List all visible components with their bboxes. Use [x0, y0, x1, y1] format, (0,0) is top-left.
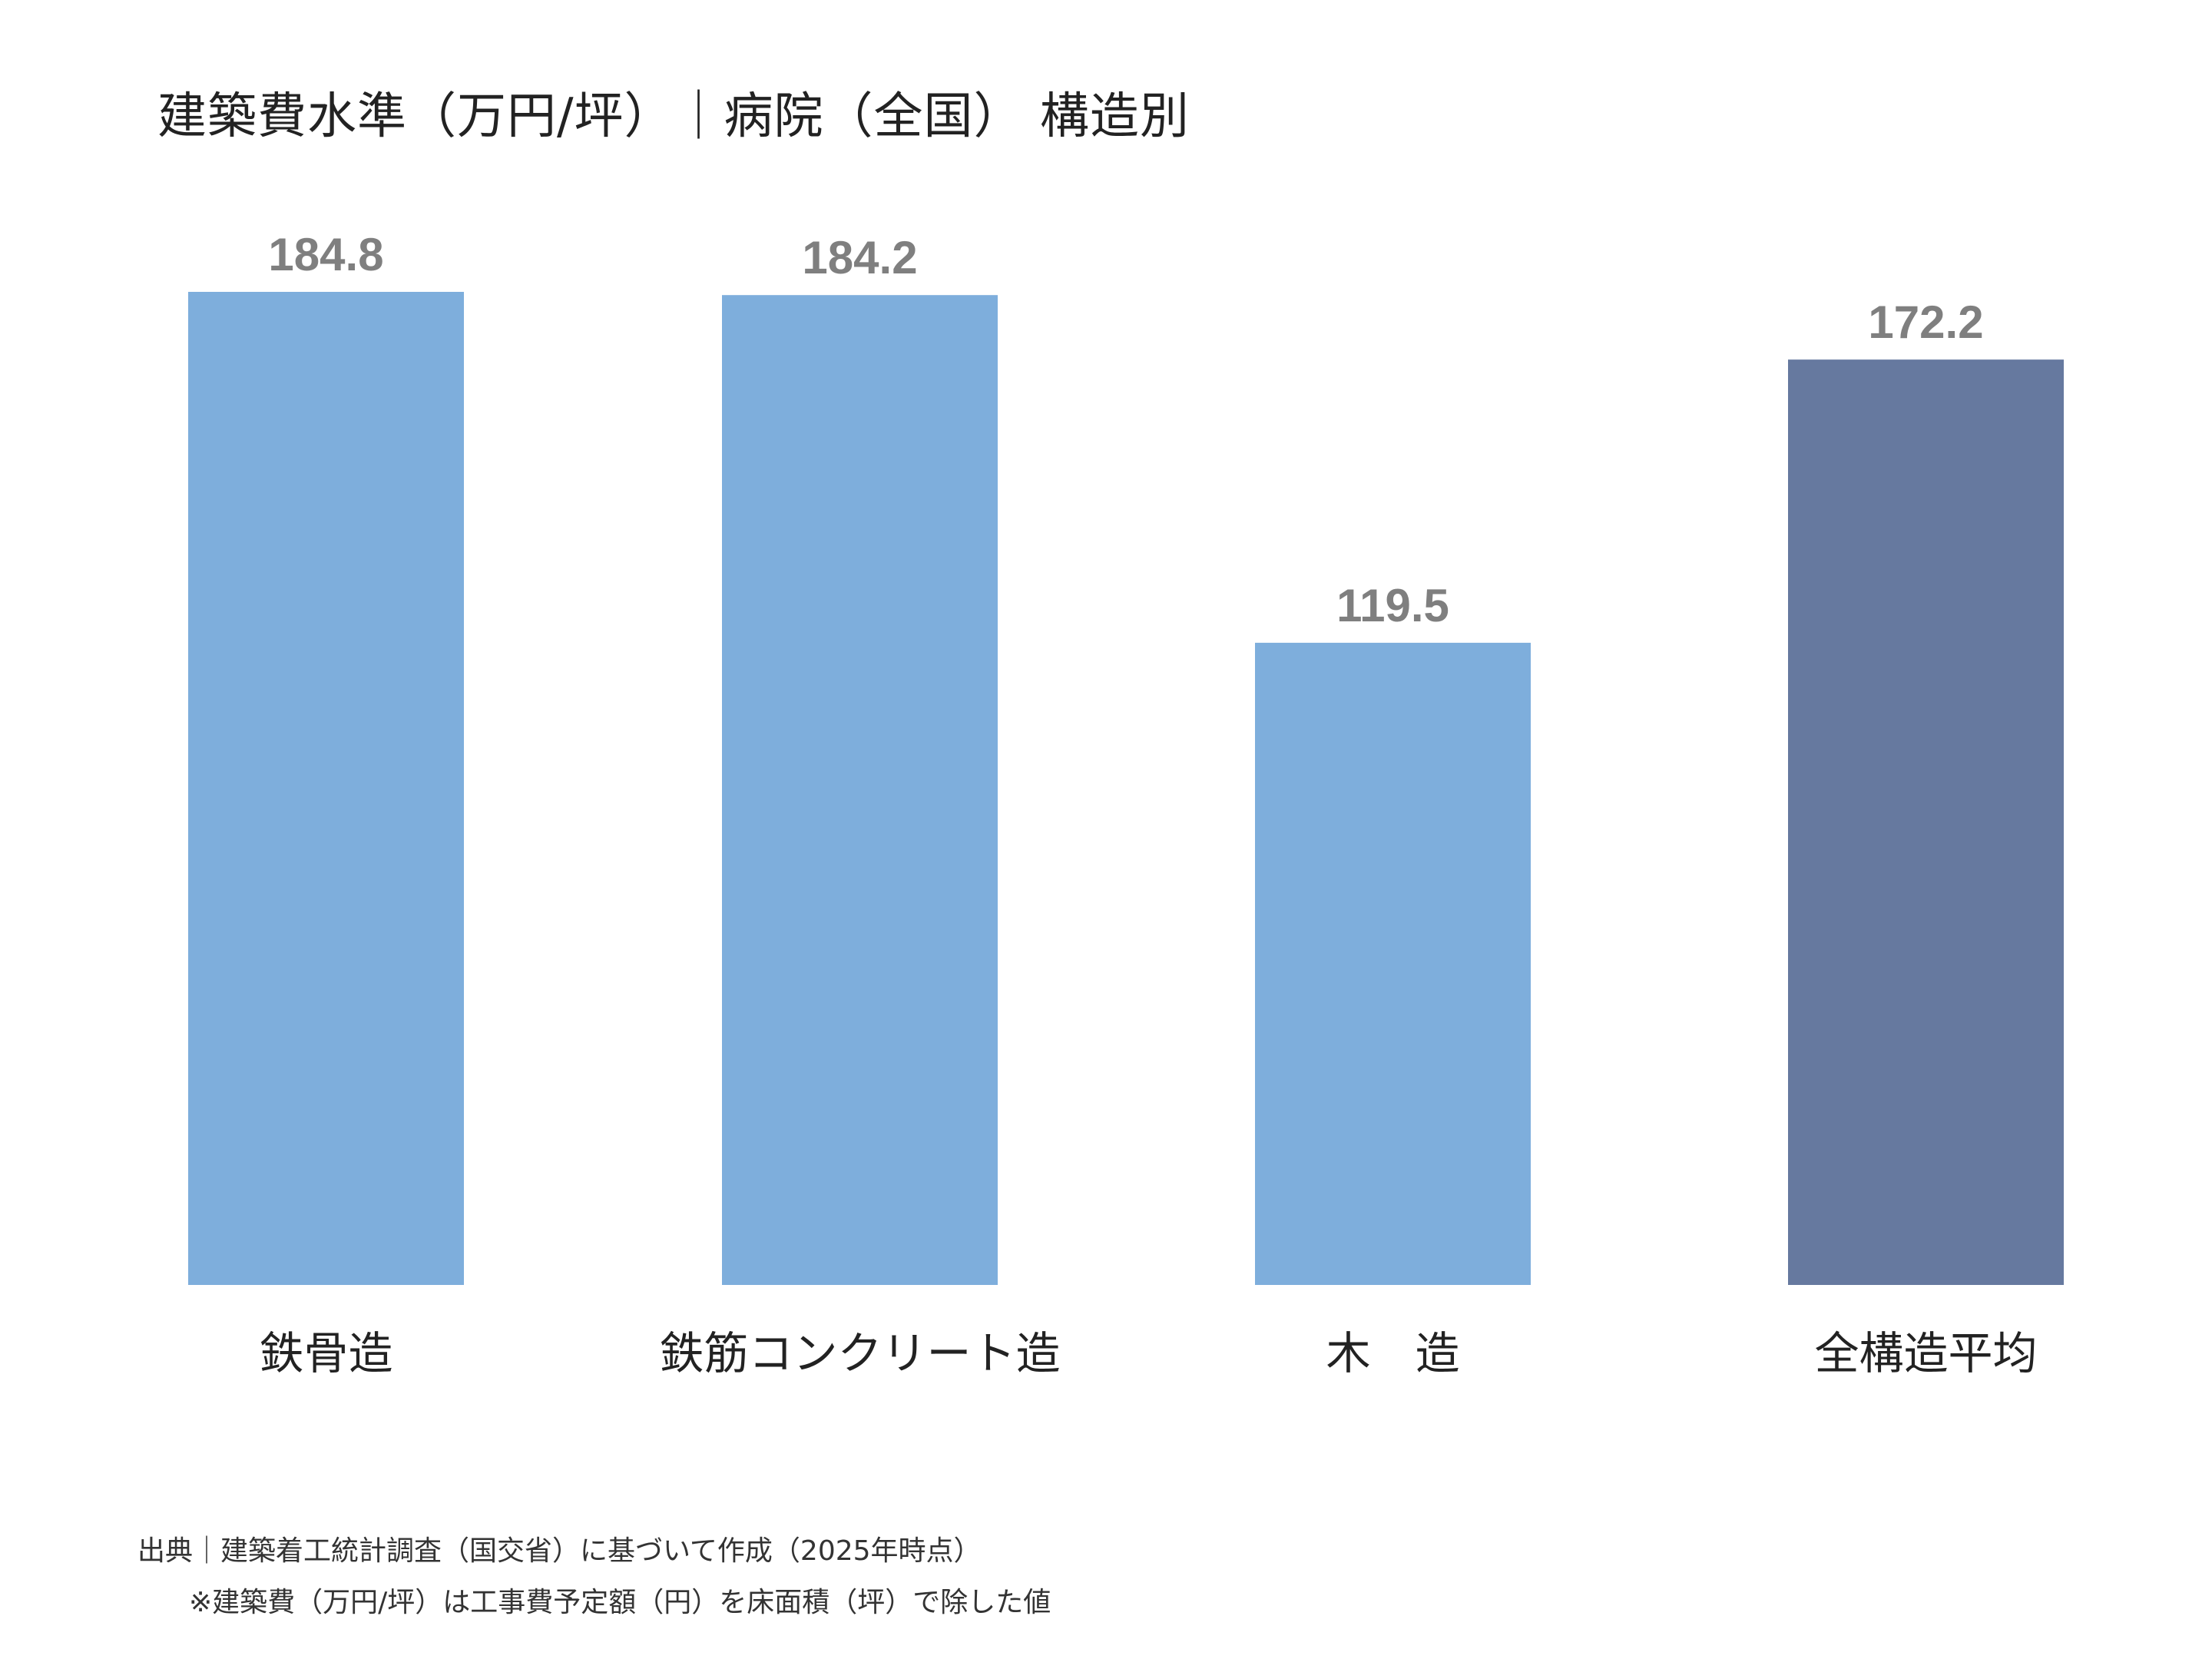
bar-4 — [1788, 359, 2064, 1286]
category-label: 鉄骨造 — [259, 1327, 392, 1379]
value-label: 172.2 — [1868, 296, 1983, 348]
bar-1 — [188, 292, 464, 1285]
value-label: 184.8 — [268, 229, 383, 280]
source-note: 出典｜建築着工統計調査（国交省）に基づいて作成（2025年時点） — [137, 1535, 982, 1567]
chart-title: 建築費水準（万円/坪）｜病院（全国） 構造別 — [157, 88, 1190, 145]
footnote: ※建築費（万円/坪）は工事費予定額（円）を床面積（坪）で除した値 — [189, 1587, 1051, 1618]
value-label: 119.5 — [1336, 580, 1449, 631]
category-label: 木 造 — [1326, 1327, 1459, 1379]
bar-2 — [722, 295, 998, 1286]
value-label: 184.2 — [802, 232, 917, 283]
bar-3 — [1255, 642, 1531, 1285]
category-label: 鉄筋コンクリート造 — [659, 1327, 1060, 1379]
category-label: 全構造平均 — [1814, 1327, 2037, 1379]
